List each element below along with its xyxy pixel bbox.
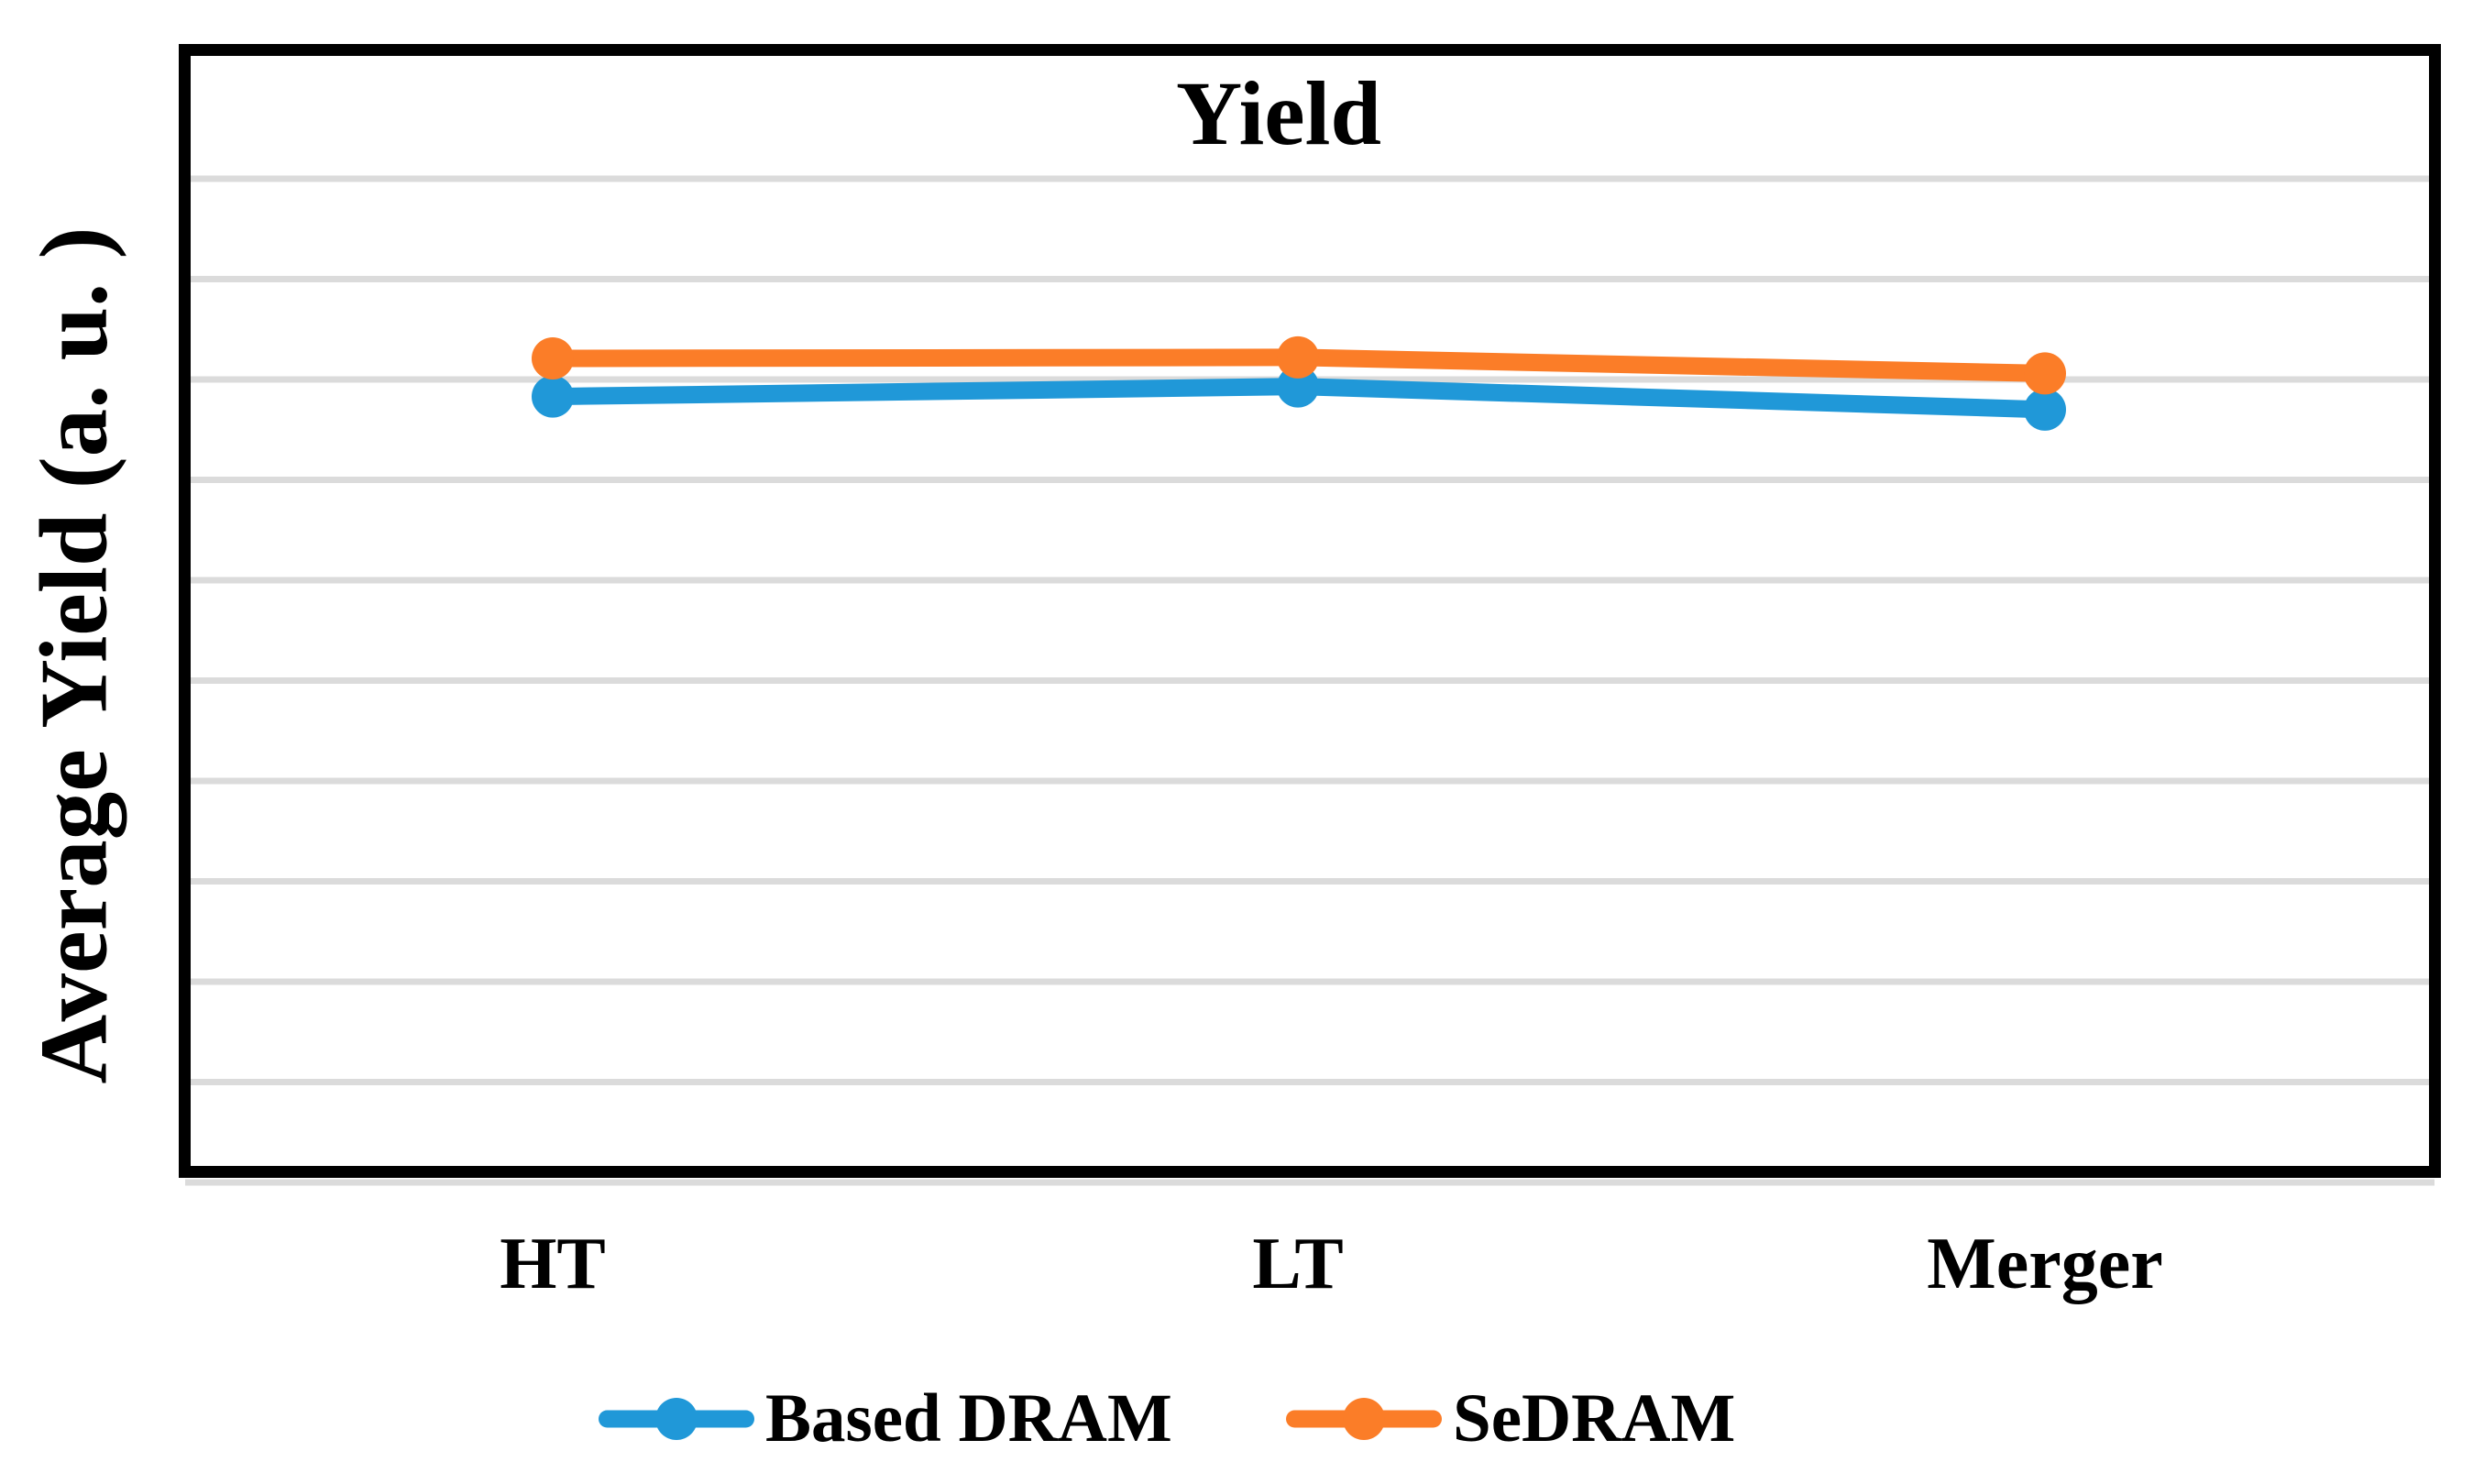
chart-frame: [179, 44, 2441, 1178]
legend-marker-sedram-icon: [1286, 1397, 1442, 1440]
x-tick-label-merger: Merger: [1927, 1224, 2163, 1304]
data-point-marker: [1277, 335, 1319, 379]
data-point-marker: [1277, 365, 1319, 408]
x-tick-label-ht: HT: [500, 1224, 606, 1304]
legend-marker-based-dram-icon: [599, 1397, 754, 1440]
legend-item-based-dram: Based DRAM: [599, 1384, 1172, 1453]
legend-label-sedram: SeDRAM: [1453, 1380, 1736, 1457]
x-tick-label-lt: LT: [1252, 1224, 1344, 1304]
data-point-marker: [2024, 352, 2066, 395]
series-lines: [532, 335, 2066, 431]
legend-dot-based-dram: [655, 1397, 698, 1440]
data-point-marker: [532, 337, 574, 380]
chart-title: Yield: [1175, 62, 1382, 164]
data-point-marker: [2024, 388, 2066, 431]
gridlines: [185, 175, 2435, 1186]
data-point-marker: [532, 375, 574, 418]
legend-label-based-dram: Based DRAM: [765, 1380, 1172, 1457]
y-axis-label: Average Yield (a. u. ): [19, 226, 127, 1084]
legend-dot-sedram: [1343, 1397, 1385, 1440]
legend-item-sedram: SeDRAM: [1286, 1384, 1735, 1453]
